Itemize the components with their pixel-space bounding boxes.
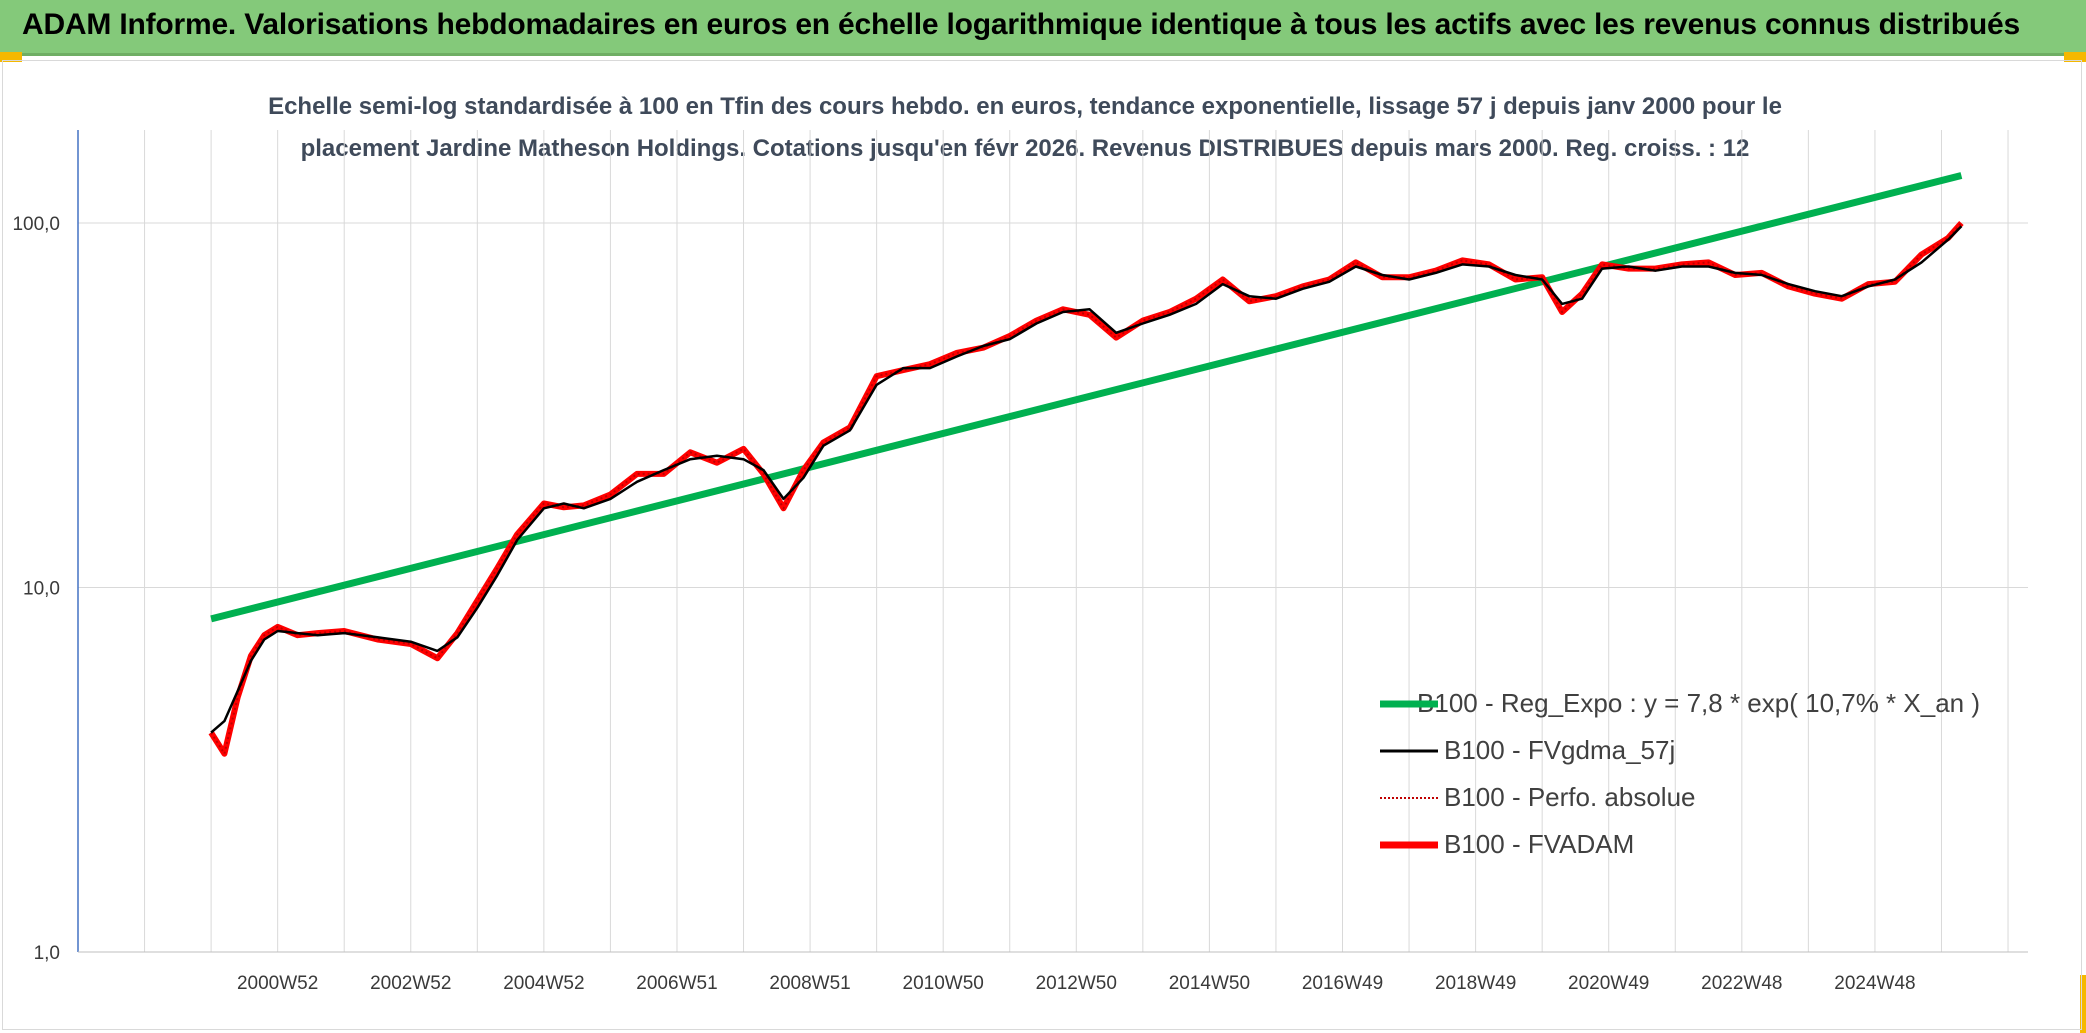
chart-area [2,60,2082,1030]
chart-subtitle: Echelle semi-log standardisée à 100 en T… [160,86,1890,170]
legend-label-fvadam: B100 - FVADAM [1444,829,1635,859]
legend-item-trend: B100 - Reg_Expo : y = 7,8 * exp( 10,7% *… [1380,680,1980,727]
x-tick-label: 2014W50 [1169,973,1250,994]
report-header: ADAM Informe. Valorisations hebdomadaire… [0,0,2086,56]
legend-label-perfo: B100 - Perfo. absolue [1444,782,1696,812]
series-line-trend [210,172,1963,623]
y-tick-label: 1,0 [34,943,60,964]
legend-swatch-trend [1380,700,1438,707]
x-tick-label: 2020W49 [1568,973,1649,994]
legend-item-smooth: B100 - FVgdma_57j [1380,727,1980,774]
corner-marker-left [0,52,22,62]
legend-item-perfo: B100 - Perfo. absolue [1380,774,1980,821]
x-tick-label: 2018W49 [1435,973,1516,994]
x-tick-label: 2008W51 [769,973,850,994]
y-tick-label: 100,0 [12,214,60,235]
report-title: ADAM Informe. Valorisations hebdomadaire… [22,8,2020,41]
corner-marker-bottom-right [2080,975,2086,1033]
legend-label-trend: B100 - Reg_Expo : y = 7,8 * exp( 10,7% *… [1417,688,1980,718]
legend-label-smooth: B100 - FVgdma_57j [1444,735,1676,765]
legend-item-fvadam: B100 - FVADAM [1380,821,1980,868]
x-tick-label: 2010W50 [903,973,984,994]
x-tick-label: 2006W51 [636,973,717,994]
x-tick-label: 2002W52 [370,973,451,994]
x-tick-label: 2022W48 [1701,973,1782,994]
chart-subtitle-line-1: Echelle semi-log standardisée à 100 en T… [268,93,1782,120]
series-line-perfo [210,222,1963,757]
series-line-fvadam [208,221,1964,757]
chart-legend: B100 - Reg_Expo : y = 7,8 * exp( 10,7% *… [1380,680,1980,868]
series-line-smooth [210,225,1963,734]
x-tick-label: 2004W52 [503,973,584,994]
corner-marker-right [2064,52,2086,62]
legend-swatch-fvadam [1380,841,1438,848]
legend-swatch-perfo [1380,796,1438,799]
y-tick-label: 10,0 [23,579,60,600]
x-tick-label: 2024W48 [1834,973,1915,994]
legend-swatch-smooth [1380,749,1438,752]
x-tick-label: 2016W49 [1302,973,1383,994]
x-tick-label: 2000W52 [237,973,318,994]
chart-subtitle-line-2: placement Jardine Matheson Holdings. Cot… [300,135,1750,162]
x-tick-label: 2012W50 [1036,973,1117,994]
